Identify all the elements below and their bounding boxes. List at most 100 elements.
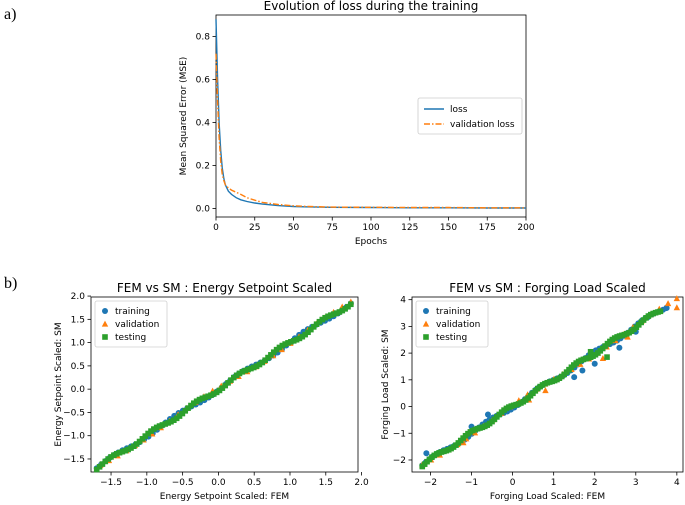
y-tick-label: 0.5 <box>71 362 85 372</box>
data-point-testing <box>210 391 217 397</box>
data-point-training <box>663 304 670 311</box>
x-tick-label: −1 <box>465 478 478 488</box>
data-point-testing <box>253 363 260 369</box>
data-point-testing <box>179 410 186 417</box>
y-tick-label: 4 <box>400 296 406 306</box>
legend-box <box>94 300 168 348</box>
data-point-testing <box>276 344 283 351</box>
data-point-testing <box>168 418 174 425</box>
data-point-testing <box>604 354 610 360</box>
y-axis-label: Mean Squared Error (MSE) <box>179 57 189 176</box>
data-point-testing <box>302 331 308 338</box>
data-point-validation <box>624 333 631 340</box>
data-point-testing <box>328 312 334 318</box>
x-tick-label: −1.5 <box>100 478 122 488</box>
data-point-testing <box>282 341 288 347</box>
chart-1: FEM vs SM : Energy Setpoint Scaled Energy… <box>54 281 369 502</box>
x-tick-label: −1.0 <box>136 478 158 488</box>
data-point-testing <box>205 393 211 400</box>
plot-frame <box>90 296 359 473</box>
y-tick-label: 1.5 <box>71 315 85 325</box>
y-tick-label: 0.4 <box>196 118 211 128</box>
panel-label-b: b) <box>4 275 18 292</box>
y-tick-label: −2 <box>393 456 406 466</box>
data-point-training <box>616 344 623 351</box>
data-point-testing <box>657 308 664 315</box>
legend-box <box>415 300 489 348</box>
legend-marker <box>423 308 429 314</box>
data-point-testing <box>219 385 226 391</box>
data-point-testing <box>153 424 160 431</box>
data-point-training <box>484 411 491 418</box>
legend-label: testing <box>436 333 467 343</box>
data-point-testing <box>273 346 280 353</box>
data-point-testing <box>99 461 106 467</box>
y-tick-label: 0.6 <box>196 75 211 85</box>
data-point-testing <box>102 458 109 465</box>
legend-label: validation <box>115 320 159 330</box>
legend-label: training <box>115 307 150 317</box>
data-point-testing <box>171 417 177 424</box>
data-point-testing <box>199 395 206 402</box>
data-point-validation <box>664 300 672 307</box>
chart-title: Evolution of loss during the training <box>264 0 479 13</box>
data-point-testing <box>122 447 129 454</box>
data-point-testing <box>139 436 146 442</box>
data-point-testing <box>151 426 157 432</box>
x-tick-label: 50 <box>288 223 300 233</box>
data-point-testing <box>587 348 594 355</box>
y-axis-label: Energy Setpoint Scaled: SM <box>54 322 64 446</box>
data-point-testing <box>245 366 251 373</box>
data-point-testing <box>125 446 131 453</box>
y-tick-label: 1.0 <box>71 339 86 349</box>
data-point-testing <box>111 452 117 458</box>
plot-frame <box>411 296 684 473</box>
data-point-testing <box>316 318 323 325</box>
data-point-testing <box>293 336 300 343</box>
y-tick-label: 0.0 <box>71 385 86 395</box>
data-point-testing <box>325 313 331 320</box>
data-point-testing <box>148 428 154 434</box>
x-tick-label: 4 <box>674 478 680 488</box>
data-point-testing <box>116 449 123 456</box>
data-point-testing <box>196 396 203 403</box>
series-line-1 <box>215 53 526 209</box>
data-point-testing <box>145 430 151 437</box>
data-point-testing <box>339 307 346 314</box>
x-tick-label: −2 <box>424 478 437 488</box>
data-point-validation <box>542 387 549 394</box>
x-tick-label: 0 <box>213 223 219 233</box>
data-point-testing <box>256 361 263 368</box>
data-point-testing <box>156 423 163 429</box>
x-tick-label: 1 <box>551 478 557 488</box>
data-point-testing <box>193 398 200 405</box>
data-point-testing <box>162 421 169 427</box>
chart-title: FEM vs SM : Forging Load Scaled <box>449 281 646 295</box>
data-point-testing <box>176 413 183 419</box>
legend-marker <box>422 320 430 327</box>
data-point-testing <box>333 310 340 316</box>
legend-marker <box>102 308 108 314</box>
data-point-testing <box>213 389 220 396</box>
data-point-testing <box>228 377 234 383</box>
data-point-testing <box>310 324 317 330</box>
x-tick-label: 1.5 <box>319 478 333 488</box>
data-point-testing <box>322 314 328 321</box>
legend-label: validation <box>436 320 480 330</box>
y-tick-label: −1.5 <box>63 455 85 465</box>
data-point-testing <box>236 370 243 377</box>
data-point-testing <box>270 349 277 355</box>
x-tick-label: 2.0 <box>354 478 369 488</box>
data-point-testing <box>105 456 111 462</box>
data-point-testing <box>233 372 240 379</box>
panel-label-a: a) <box>4 6 17 23</box>
x-tick-label: 150 <box>440 223 457 233</box>
data-point-testing <box>308 326 314 333</box>
data-point-training <box>423 450 430 457</box>
data-point-testing <box>268 352 274 358</box>
data-point-testing <box>319 316 326 323</box>
data-point-testing <box>185 405 191 411</box>
y-tick-label: 2.0 <box>71 292 86 302</box>
y-tick-label: −0.5 <box>63 408 85 418</box>
